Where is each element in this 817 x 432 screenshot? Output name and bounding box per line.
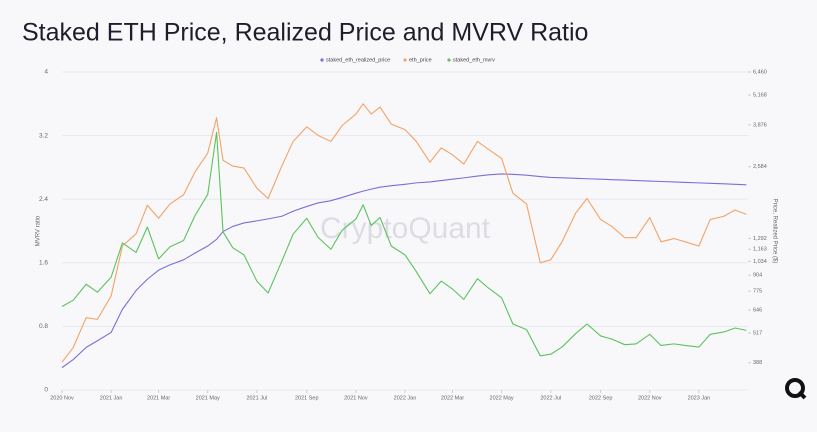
- y-tick-label: 2.4: [39, 196, 48, 203]
- logo: [785, 378, 807, 400]
- x-tick-label: 2021 Jan: [100, 395, 123, 401]
- series-line: [61, 103, 747, 363]
- y2-tick-label: 775: [753, 289, 762, 295]
- x-tick-label: 2021 Nov: [344, 395, 368, 401]
- y-tick-label: 3.2: [39, 132, 48, 139]
- x-tick-label: 2022 Jul: [540, 395, 561, 401]
- y-tick-label: 1.6: [39, 260, 48, 267]
- y-axis-label: MVRV ratio: [36, 215, 42, 246]
- x-tick-label: 2020 Nov: [50, 395, 74, 401]
- legend-label: staked_eth_realized_price: [326, 57, 390, 63]
- legend-swatch: [403, 58, 407, 62]
- legend-label: staked_eth_mvrv: [453, 57, 495, 63]
- y-tick-label: 0.8: [39, 323, 48, 330]
- y2-tick-label: 904: [753, 273, 762, 279]
- watermark: CryptoQuant: [320, 212, 491, 245]
- y2-axis-label: Price, Realized Price ($): [771, 199, 777, 264]
- y2-tick-label: 388: [753, 360, 762, 366]
- legend-swatch: [320, 58, 324, 62]
- series-line: [61, 131, 747, 357]
- y2-tick-label: 517: [753, 331, 762, 337]
- x-tick-label: 2022 Mar: [441, 395, 464, 401]
- x-tick-label: 2021 Jul: [246, 395, 267, 401]
- chart-title: Staked ETH Price, Realized Price and MVR…: [22, 19, 588, 47]
- x-tick-label: 2022 Jan: [394, 395, 417, 401]
- x-tick-label: 2021 Sep: [295, 395, 319, 401]
- x-tick-label: 2022 May: [490, 395, 514, 401]
- y2-tick-label: 1,163: [753, 247, 767, 253]
- y2-tick-label: 6,460: [753, 69, 767, 75]
- legend-swatch: [447, 58, 451, 62]
- y2-tick-label: 3,876: [753, 122, 767, 128]
- legend: staked_eth_realized_price eth_price staked…: [320, 57, 495, 63]
- y-tick-label: 0: [44, 387, 48, 394]
- x-tick-label: 2023 Jan: [688, 395, 711, 401]
- x-tick-label: 2022 Nov: [638, 395, 662, 401]
- y2-tick-label: 1,292: [753, 236, 767, 242]
- series-line: [61, 173, 747, 369]
- x-tick-label: 2022 Sep: [589, 395, 613, 401]
- legend-label: eth_price: [409, 57, 432, 63]
- x-tick-label: 2021 May: [196, 395, 220, 401]
- y2-tick-label: 646: [753, 307, 762, 313]
- y2-tick-label: 2,584: [753, 164, 767, 170]
- y2-tick-label: 5,168: [753, 93, 767, 99]
- y2-tick-label: 1,034: [753, 259, 767, 265]
- y-tick-label: 4: [44, 69, 48, 76]
- x-tick-label: 2021 Mar: [147, 395, 170, 401]
